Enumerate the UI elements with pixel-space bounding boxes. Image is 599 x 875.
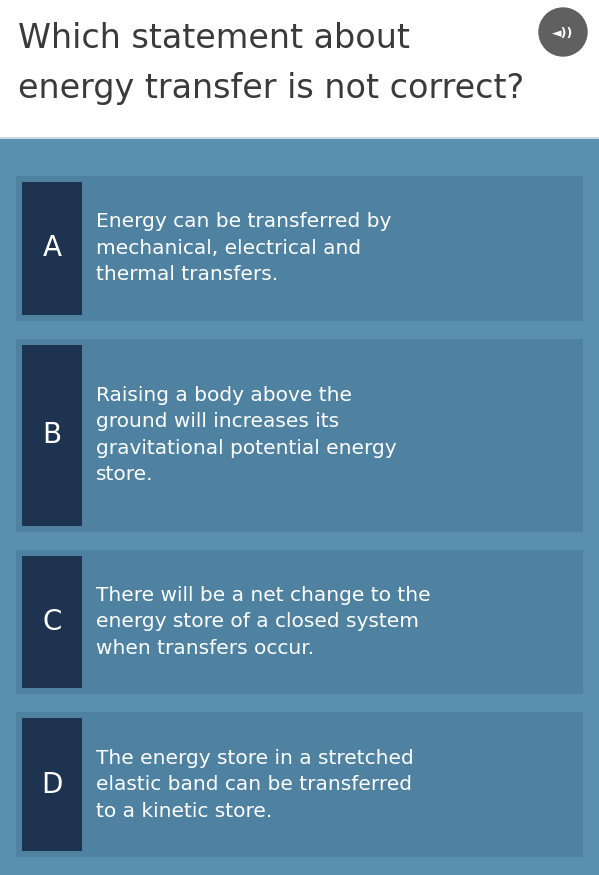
FancyBboxPatch shape: [0, 138, 599, 875]
Text: C: C: [43, 608, 62, 636]
Text: ◄)): ◄)): [552, 26, 574, 39]
FancyBboxPatch shape: [16, 712, 583, 857]
FancyBboxPatch shape: [22, 182, 82, 315]
Text: Energy can be transferred by
mechanical, electrical and
thermal transfers.: Energy can be transferred by mechanical,…: [96, 213, 391, 284]
Circle shape: [539, 8, 587, 56]
FancyBboxPatch shape: [22, 556, 82, 689]
FancyBboxPatch shape: [16, 176, 583, 321]
Text: There will be a net change to the
energy store of a closed system
when transfers: There will be a net change to the energy…: [96, 586, 431, 658]
Text: Raising a body above the
ground will increases its
gravitational potential energ: Raising a body above the ground will inc…: [96, 386, 397, 485]
FancyBboxPatch shape: [16, 550, 583, 694]
FancyBboxPatch shape: [0, 0, 599, 138]
Text: Which statement about: Which statement about: [18, 22, 410, 55]
FancyBboxPatch shape: [22, 718, 82, 851]
Text: The energy store in a stretched
elastic band can be transferred
to a kinetic sto: The energy store in a stretched elastic …: [96, 749, 414, 821]
FancyBboxPatch shape: [16, 339, 583, 532]
Text: energy transfer is not correct?: energy transfer is not correct?: [18, 72, 524, 105]
Text: B: B: [43, 421, 62, 449]
FancyBboxPatch shape: [22, 345, 82, 526]
Text: D: D: [41, 771, 63, 799]
Text: A: A: [43, 234, 62, 262]
